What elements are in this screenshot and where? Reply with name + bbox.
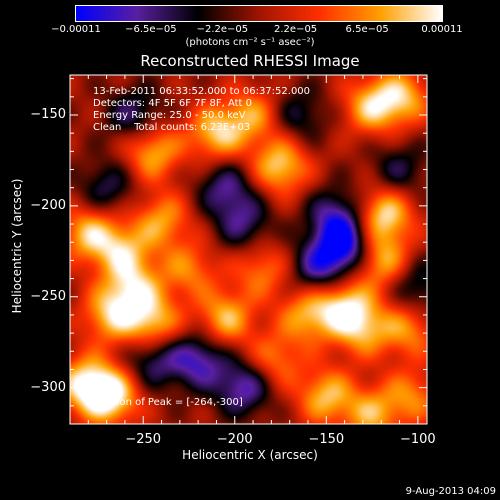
y-tick-label: −250 (30, 288, 66, 304)
annotation-peak-position: Position of Peak = [-264,-300] (93, 397, 243, 408)
colorbar-tick-label: 6.5e−05 (345, 24, 389, 35)
y-tick-label: −300 (30, 379, 66, 395)
colorbar (75, 5, 443, 22)
annotation-energy-range: Energy Range: 25.0 - 50.0 keV (93, 110, 246, 121)
x-axis-label: Heliocentric X (arcsec) (182, 448, 318, 462)
annotation-time-range: 13-Feb-2011 06:33:52.000 to 06:37:52.000 (93, 86, 311, 97)
colorbar-tick-label: 2.2e−05 (274, 24, 318, 35)
y-tick-label: −150 (30, 106, 66, 122)
y-tick-label: −200 (30, 197, 66, 213)
x-tick-label: −200 (216, 432, 253, 447)
chart-title: Reconstructed RHESSI Image (140, 52, 360, 70)
y-axis-label: Heliocentric Y (arcsec) (10, 178, 24, 314)
annotation-clean-counts: Clean Total counts: 6.23E+03 (93, 122, 251, 133)
colorbar-units: (photons cm⁻² s⁻¹ asec⁻²) (185, 37, 315, 48)
colorbar-tick-label: 0.00011 (421, 24, 463, 35)
x-tick-label: −100 (399, 432, 436, 447)
colorbar-tick-label: −0.00011 (51, 24, 101, 35)
colorbar-tick-label: −2.2e−05 (196, 24, 249, 35)
colorbar-tick-label: −6.5e−05 (125, 24, 177, 35)
x-tick-label: −250 (125, 432, 162, 447)
x-tick-label: −150 (308, 432, 345, 447)
timestamp: 9-Aug-2013 04:09 (405, 486, 496, 497)
annotation-detectors: Detectors: 4F 5F 6F 7F 8F, Att 0 (93, 98, 253, 109)
